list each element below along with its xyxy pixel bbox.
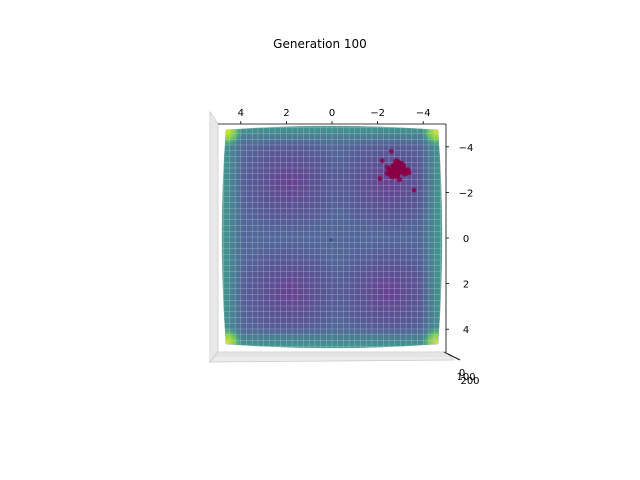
population-point	[406, 169, 412, 176]
population-point	[384, 170, 390, 176]
y-tick-label: 4	[463, 325, 469, 336]
x-tick-label: −2	[370, 108, 385, 119]
y-tick-label: −2	[459, 188, 474, 199]
population-point	[411, 187, 417, 193]
population-point	[388, 173, 394, 179]
x-tick-label: 4	[238, 108, 244, 119]
population-point	[393, 158, 399, 164]
z-tick-label: 0	[459, 368, 465, 379]
population-point	[390, 163, 396, 169]
population-point	[396, 168, 402, 174]
population-points	[377, 149, 417, 193]
y-tick-label: 2	[463, 280, 469, 291]
x-tick-label: 0	[329, 108, 335, 119]
center-marker	[329, 238, 333, 242]
population-point	[396, 176, 402, 183]
y-tick-label: 0	[463, 234, 469, 245]
z-tick-label: 100	[456, 372, 475, 383]
chart-title: Generation 100	[273, 37, 367, 51]
axes-pane	[209, 110, 455, 364]
population-point	[401, 170, 408, 176]
objective-surface	[222, 126, 442, 348]
y-axis: −4 −2 0 2 4	[445, 124, 474, 352]
x-tick-label: 2	[283, 108, 289, 119]
population-point	[377, 176, 383, 182]
population-point	[388, 149, 394, 154]
x-tick-label: −4	[416, 108, 431, 119]
population-point	[379, 158, 385, 163]
y-tick-label: −4	[459, 143, 474, 154]
population-point	[386, 166, 392, 172]
population-point	[394, 173, 400, 179]
z-tick-label: 200	[460, 376, 479, 387]
x-axis: 4 2 0 −2 −4	[218, 108, 446, 125]
